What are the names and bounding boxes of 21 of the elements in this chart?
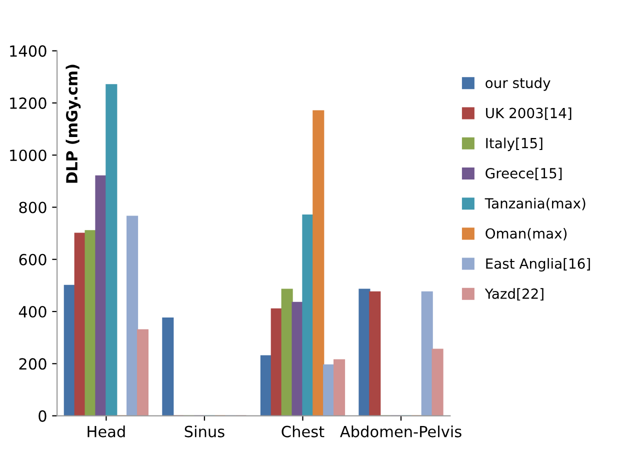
legend-label: Tanzania(max): [484, 198, 586, 210]
y-tick-label: 600: [19, 254, 46, 266]
y-tick-label: 400: [18, 306, 46, 318]
y-axis-title: DLP (mGy.cm): [66, 64, 81, 183]
y-tick-label: 1200: [10, 97, 46, 109]
legend-label: Greece[15]: [486, 168, 562, 180]
legend-label: Oman(max): [486, 228, 567, 240]
y-tick-label: 800: [19, 202, 46, 214]
y-tick-label: 1400: [10, 45, 46, 57]
legend-label: our study: [486, 77, 550, 91]
y-tick-label: 200: [19, 358, 46, 370]
y-tick-label: 0: [38, 410, 46, 422]
legend-label: Yazd[22]: [484, 288, 544, 301]
x-tick-label: Abdomen-Pelvis: [340, 426, 462, 438]
y-tick-label: 1000: [10, 150, 46, 162]
x-tick-label: Sinus: [184, 426, 224, 438]
x-tick-label: Chest: [282, 426, 324, 438]
legend-label: East Anglia[16]: [486, 258, 590, 272]
x-tick-label: Head: [88, 426, 125, 438]
legend-label: UK 2003[14]: [486, 108, 572, 120]
legend-label: Italy[15]: [486, 138, 542, 152]
